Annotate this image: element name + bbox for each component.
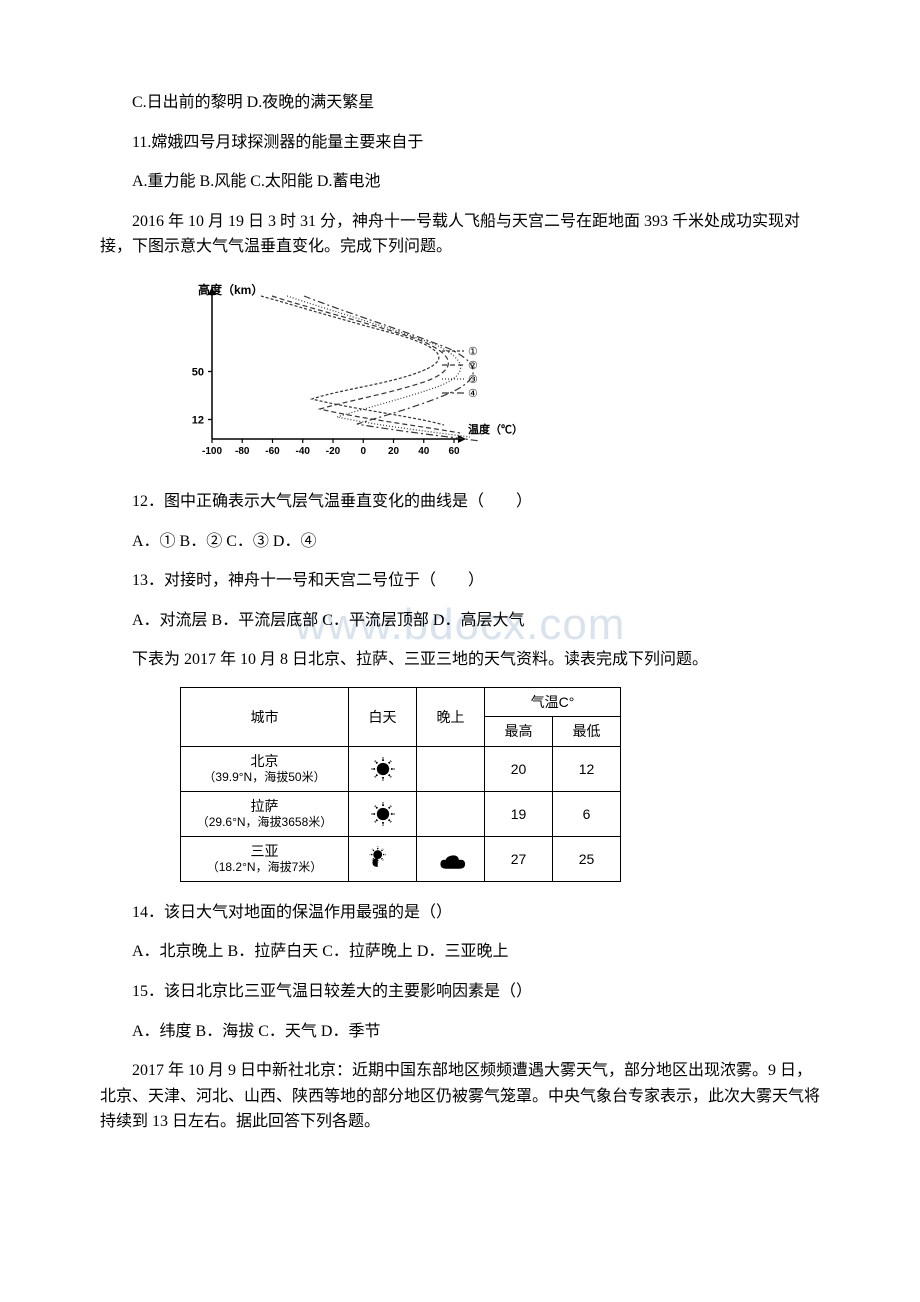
temp-max: 20 [485,746,553,791]
th-temp-group: 气温C° [485,687,621,716]
passage-weather-table: 下表为 2017 年 10 月 8 日北京、拉萨、三亚三地的天气资料。读表完成下… [100,647,820,673]
question-12-options: A．① B．② C．③ D．④ [100,529,820,555]
temp-min: 25 [553,836,621,881]
svg-text:-60: -60 [265,446,280,457]
svg-text:①: ① [468,346,478,358]
th-night: 晚上 [417,687,485,746]
svg-text:0: 0 [360,446,366,457]
night-weather-icon [417,836,485,881]
svg-text:②: ② [468,360,478,372]
svg-text:40: 40 [418,446,430,457]
th-max: 最高 [485,717,553,746]
question-13: 13．对接时，神舟十一号和天宫二号位于（ ） [100,568,820,594]
svg-text:60: 60 [448,446,460,457]
table-header-row-1: 城市 白天 晚上 气温C° [181,687,621,716]
th-city: 城市 [181,687,349,746]
weather-table-wrap: 城市 白天 晚上 气温C° 最高 最低 北京（39.9°N，海拔50米） 2012… [180,687,820,882]
question-15: 15．该日北京比三亚气温日较差大的主要影响因素是（） [100,979,820,1005]
svg-text:50: 50 [192,366,204,378]
temp-max: 27 [485,836,553,881]
svg-text:-80: -80 [235,446,250,457]
temp-min: 12 [553,746,621,791]
day-weather-icon [349,791,417,836]
question-15-options: A．纬度 B．海拔 C．天气 D．季节 [100,1019,820,1045]
question-option-line: C.日出前的黎明 D.夜晚的满天繁星 [100,90,820,116]
day-weather-icon [349,836,417,881]
svg-text:-40: -40 [296,446,311,457]
table-row: 三亚（18.2°N，海拔7米） 2725 [181,836,621,881]
question-13-options: A．对流层 B．平流层底部 C．平流层顶部 D．高层大气 [100,608,820,634]
question-11-options: A.重力能 B.风能 C.太阳能 D.蓄电池 [100,169,820,195]
passage-fog: 2017 年 10 月 9 日中新社北京：近期中国东部地区频频遭遇大雾天气，部分… [100,1058,820,1135]
svg-text:12: 12 [192,414,204,426]
night-weather-icon [417,746,485,791]
svg-text:-100: -100 [202,446,222,457]
night-weather-icon [417,791,485,836]
city-cell: 北京（39.9°N，海拔50米） [181,746,349,791]
svg-text:温度（℃）: 温度（℃） [468,422,520,436]
question-14: 14．该日大气对地面的保温作用最强的是（） [100,900,820,926]
th-day: 白天 [349,687,417,746]
question-11: 11.嫦娥四号月球探测器的能量主要来自于 [100,130,820,156]
question-12: 12．图中正确表示大气层气温垂直变化的曲线是（ ） [100,489,820,515]
city-cell: 拉萨（29.6°N，海拔3658米） [181,791,349,836]
weather-table: 城市 白天 晚上 气温C° 最高 最低 北京（39.9°N，海拔50米） 2012… [180,687,621,882]
day-weather-icon [349,746,417,791]
city-cell: 三亚（18.2°N，海拔7米） [181,836,349,881]
svg-text:④: ④ [468,388,478,400]
temp-max: 19 [485,791,553,836]
question-14-options: A．北京晚上 B．拉萨白天 C．拉萨晚上 D．三亚晚上 [100,939,820,965]
temp-min: 6 [553,791,621,836]
svg-text:③: ③ [468,374,478,386]
table-row: 北京（39.9°N，海拔50米） 2012 [181,746,621,791]
table-row: 拉萨（29.6°N，海拔3658米） 196 [181,791,621,836]
svg-text:20: 20 [388,446,400,457]
svg-text:-20: -20 [326,446,341,457]
passage-shenzhou: 2016 年 10 月 19 日 3 时 31 分，神舟十一号载人飞船与天宫二号… [100,209,820,260]
svg-text:高度（km）: 高度（km） [198,282,263,297]
th-min: 最低 [553,717,621,746]
atmosphere-temp-chart: 高度（km） 50 12 -100 -80 -60 -40 -20 0 20 40 60 温度（℃） ① ②… [160,274,532,477]
